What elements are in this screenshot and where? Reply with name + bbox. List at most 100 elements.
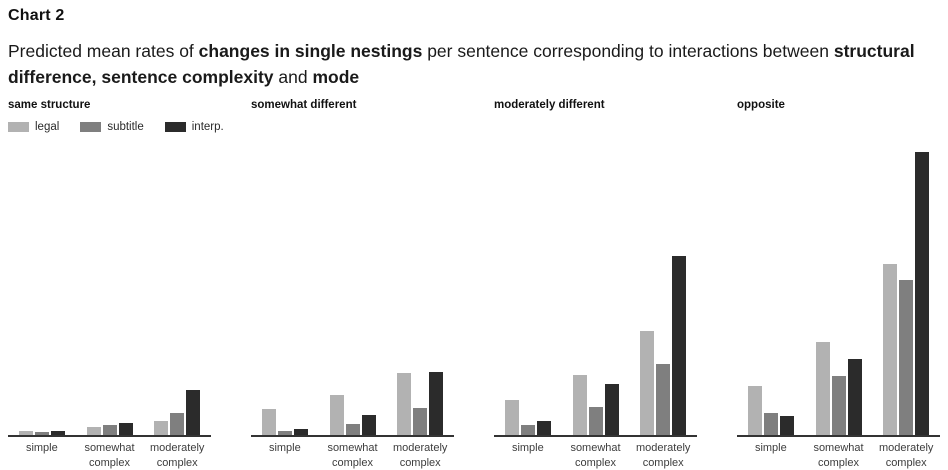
bar-group-simple	[494, 400, 562, 435]
bar-subtitle	[520, 425, 535, 435]
plot-bars	[251, 150, 454, 437]
bar-legal	[747, 386, 762, 435]
bar-interp	[293, 429, 308, 435]
x-axis-labels: simple somewhat complex moderately complex	[494, 441, 697, 470]
x-tick-label: somewhat complex	[570, 442, 621, 469]
x-tick-label: moderately complex	[392, 442, 448, 469]
bar-interp	[186, 390, 201, 435]
panel-title: somewhat different	[251, 99, 357, 111]
bar-legal	[815, 342, 830, 435]
bar-group-simple	[251, 409, 319, 435]
legend-item-interp: interp.	[164, 121, 224, 133]
legend-swatch-icon	[80, 122, 102, 132]
x-tick-label: moderately complex	[149, 442, 205, 469]
x-tick-label: simple	[25, 442, 58, 454]
chart-title: Chart 2	[8, 7, 65, 24]
chart-panel-same-structure: same structure legal subtitle interp. simp…	[8, 99, 224, 470]
bar-subtitle	[345, 424, 360, 435]
bar-subtitle	[277, 431, 292, 435]
plot-area: simple somewhat complex moderately complex	[494, 150, 697, 470]
bar-interp	[429, 372, 444, 435]
bar-interp	[847, 359, 862, 435]
panel-title: same structure	[8, 99, 91, 111]
x-tick-label: simple	[754, 442, 787, 454]
bar-group-moderately-complex	[872, 152, 940, 435]
bar-subtitle	[588, 407, 603, 435]
bar-legal	[504, 400, 519, 435]
legend: legal subtitle interp.	[8, 121, 224, 133]
bar-legal	[18, 431, 33, 435]
plot-area: simple somewhat complex moderately complex	[251, 150, 454, 470]
x-tick-label: somewhat complex	[813, 442, 864, 469]
bar-legal	[397, 373, 412, 435]
plot-bars	[494, 150, 697, 437]
bar-subtitle	[102, 425, 117, 435]
legend-label: subtitle	[107, 121, 144, 133]
plot-area: simple somewhat complex moderately complex	[737, 150, 940, 470]
x-tick-label: moderately complex	[878, 442, 934, 469]
bar-subtitle	[763, 413, 778, 435]
bar-legal	[154, 421, 169, 435]
legend-swatch-icon	[164, 122, 186, 132]
chart-panel-moderately-different: moderately different simple somewhat comp…	[494, 99, 697, 470]
bar-subtitle	[656, 364, 671, 435]
bar-interp	[536, 421, 551, 435]
plot-bars	[8, 150, 211, 437]
x-tick-label: moderately complex	[635, 442, 691, 469]
plot-bars	[737, 150, 940, 437]
bar-group-simple	[8, 431, 76, 435]
bar-legal	[86, 427, 101, 435]
legend-label: interp.	[191, 121, 224, 133]
bar-subtitle	[413, 408, 428, 435]
bar-legal	[261, 409, 276, 435]
bar-group-somewhat-complex	[805, 342, 873, 435]
bar-group-moderately-complex	[386, 372, 454, 435]
x-axis-labels: simple somewhat complex moderately complex	[251, 441, 454, 470]
bar-subtitle	[899, 280, 914, 435]
legend-item-legal: legal	[8, 121, 59, 133]
bar-group-somewhat-complex	[76, 423, 144, 435]
subtitle-segment: per sentence corresponding to interactio…	[422, 41, 834, 61]
panels-row: same structure legal subtitle interp. simp…	[8, 99, 940, 470]
bar-interp	[915, 152, 930, 435]
bar-group-somewhat-complex	[319, 395, 387, 435]
x-tick-label: simple	[511, 442, 544, 454]
chart-panel-somewhat-different: somewhat different simple somewhat comple…	[251, 99, 454, 470]
bar-subtitle	[170, 413, 185, 435]
bar-interp	[50, 431, 65, 435]
plot-area: simple somewhat complex moderately complex	[8, 150, 211, 470]
bar-interp	[361, 415, 376, 435]
chart-panel-opposite: opposite simple somewhat complex moderatel…	[737, 99, 940, 470]
chart-subtitle: Predicted mean rates of changes in singl…	[8, 38, 940, 90]
x-tick-label: simple	[268, 442, 301, 454]
subtitle-bold-segment: changes in single nestings	[198, 41, 423, 61]
bar-interp	[779, 416, 794, 435]
x-tick-label: somewhat complex	[84, 442, 135, 469]
bar-interp	[604, 384, 619, 435]
bar-legal	[329, 395, 344, 435]
subtitle-segment: Predicted mean rates of	[8, 41, 199, 61]
legend-swatch-icon	[8, 122, 29, 132]
panel-title: opposite	[737, 99, 785, 111]
bar-group-simple	[737, 386, 805, 435]
x-axis-labels: simple somewhat complex moderately complex	[737, 441, 940, 470]
legend-item-subtitle: subtitle	[80, 121, 144, 133]
panel-title: moderately different	[494, 99, 605, 111]
bar-legal	[572, 375, 587, 435]
bar-legal	[883, 264, 898, 435]
bar-subtitle	[831, 376, 846, 435]
subtitle-bold-segment: mode	[312, 67, 360, 87]
bar-interp	[118, 423, 133, 435]
subtitle-segment: and	[273, 67, 313, 87]
bar-group-moderately-complex	[143, 390, 211, 435]
bar-legal	[640, 331, 655, 435]
bar-group-moderately-complex	[629, 256, 697, 435]
bar-group-somewhat-complex	[562, 375, 630, 435]
legend-label: legal	[35, 121, 60, 133]
x-tick-label: somewhat complex	[327, 442, 378, 469]
x-axis-labels: simple somewhat complex moderately complex	[8, 441, 211, 470]
subtitle-bold-segment: structural difference, sentence complexi…	[8, 41, 915, 87]
bar-interp	[672, 256, 687, 435]
bar-subtitle	[34, 432, 49, 435]
